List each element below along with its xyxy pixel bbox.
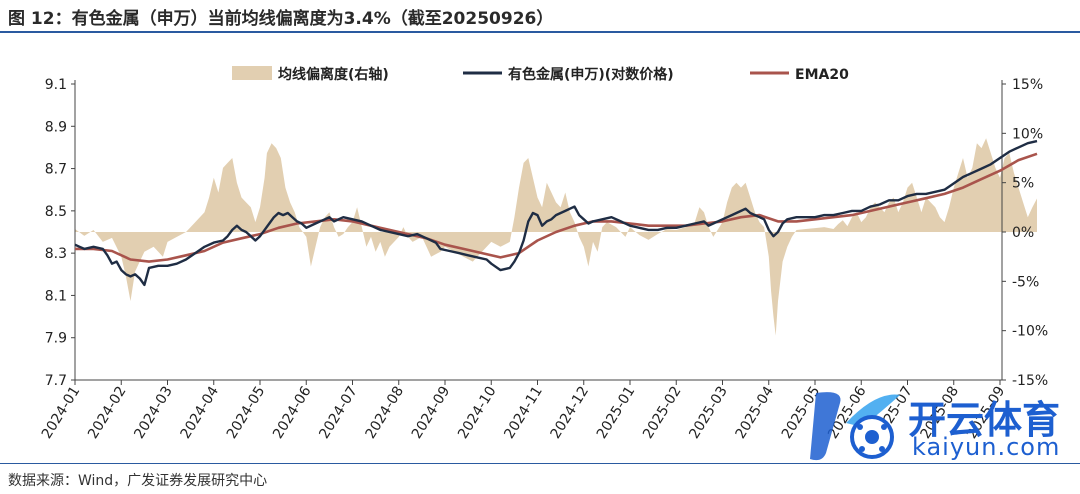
x-tick-label: 2024-05 (224, 384, 269, 442)
x-tick-label: 2025-03 (686, 384, 731, 442)
x-tick-label: 2024-03 (131, 384, 176, 442)
watermark-logo-icon (810, 392, 900, 461)
right-tick-label: -5% (1012, 274, 1039, 290)
x-tick-label: 2024-11 (501, 384, 546, 442)
x-tick-label: 2024-08 (363, 384, 408, 442)
left-tick-label: 8.3 (45, 246, 67, 262)
title-divider (0, 31, 1080, 33)
line-series-layer (74, 139, 1038, 287)
x-tick-label: 2024-09 (409, 384, 454, 442)
source-note: 数据来源：Wind，广发证券发展研究中心 (8, 473, 268, 489)
x-tick-label: 2025-04 (733, 384, 778, 442)
left-tick-label: 7.7 (45, 373, 67, 389)
x-tick-label: 2024-01 (39, 384, 84, 442)
x-tick-label: 2024-06 (270, 384, 315, 442)
x-tick-label: 2024-10 (455, 384, 500, 442)
watermark-brand: 开云体育 (908, 398, 1061, 442)
left-tick-label: 8.1 (45, 288, 67, 304)
x-tick-label: 2024-12 (548, 384, 593, 442)
x-tick-label: 2025-01 (594, 384, 639, 442)
left-tick-label: 7.9 (45, 331, 67, 347)
left-tick-label: 9.1 (45, 77, 67, 93)
right-tick-label: 5% (1012, 176, 1034, 192)
legend-label-deviation: 均线偏离度(右轴) (278, 66, 389, 83)
right-tick-label: 15% (1012, 77, 1043, 93)
right-tick-label: -10% (1012, 324, 1048, 340)
left-tick-label: 8.5 (45, 204, 67, 220)
deviation-area (75, 138, 1037, 336)
left-tick-label: 8.7 (45, 162, 67, 178)
watermark-url: kaiyun.com (912, 433, 1061, 461)
x-tick-label: 2024-04 (178, 384, 223, 442)
right-tick-label: 0% (1012, 225, 1034, 241)
x-tick-label: 2025-02 (640, 384, 685, 442)
x-tick-label: 2024-07 (316, 384, 361, 442)
right-tick-label: -15% (1012, 373, 1048, 389)
legend: 均线偏离度(右轴) 有色金属(申万)(对数价格) EMA20 (232, 66, 849, 83)
right-tick-label: 10% (1012, 126, 1043, 142)
chart-title: 图 12：有色金属（申万）当前均线偏离度为3.4%（截至20250926） (8, 9, 554, 29)
footer-divider (0, 463, 1080, 464)
index-line (74, 139, 1038, 287)
x-tick-label: 2024-02 (85, 384, 130, 442)
ema20-line (75, 152, 1038, 263)
legend-swatch-deviation (232, 66, 272, 80)
legend-label-index: 有色金属(申万)(对数价格) (508, 66, 674, 83)
deviation-series-layer (75, 138, 1037, 336)
left-tick-label: 8.9 (45, 119, 67, 135)
legend-label-ema: EMA20 (795, 67, 849, 83)
watermark: 开云体育 kaiyun.com (796, 383, 1076, 467)
